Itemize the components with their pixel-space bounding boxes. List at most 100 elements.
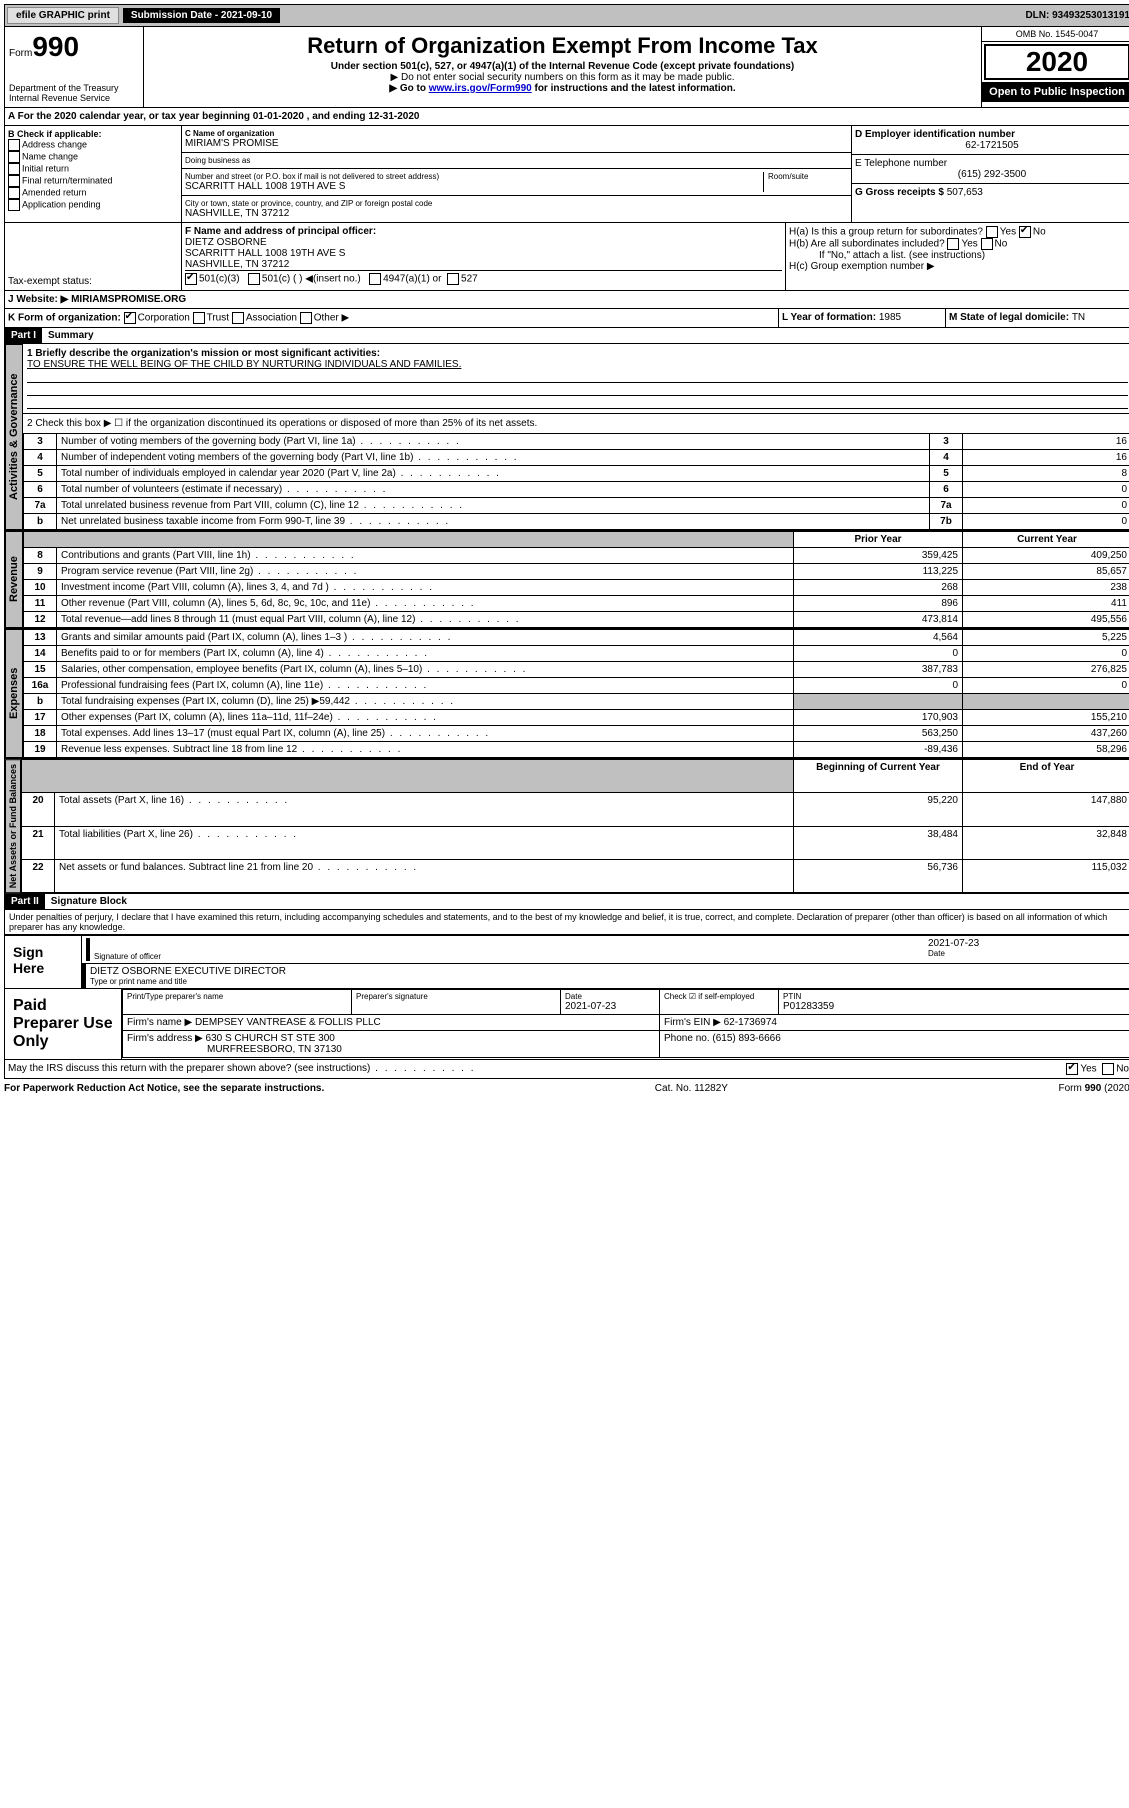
f-label: F Name and address of principal officer:: [185, 226, 782, 237]
entity-info: B Check if applicable: Address change Na…: [4, 126, 1129, 223]
line-a: A For the 2020 calendar year, or tax yea…: [4, 108, 1129, 126]
expenses-section: Expenses 13Grants and similar amounts pa…: [4, 629, 1129, 759]
sign-right: Signature of officer 2021-07-23 Date DIE…: [82, 936, 1129, 988]
opt-name: Name change: [22, 151, 78, 161]
firm-addr1: 630 S CHURCH ST STE 300: [206, 1033, 335, 1044]
revenue-table: Prior YearCurrent Year 8Contributions an…: [23, 531, 1129, 628]
no-label: No: [1116, 1064, 1129, 1075]
table-row: 14Benefits paid to or for members (Part …: [24, 646, 1129, 662]
tax-exempt-left: Tax-exempt status:: [5, 223, 182, 290]
form-subtitle: Under section 501(c), 527, or 4947(a)(1)…: [148, 61, 977, 72]
dept-treasury: Department of the Treasury Internal Reve…: [9, 83, 139, 103]
governance-table: 3Number of voting members of the governi…: [23, 433, 1129, 530]
check-amended[interactable]: [8, 187, 20, 199]
officer-typed: DIETZ OSBORNE EXECUTIVE DIRECTOR Type or…: [82, 964, 1129, 988]
opt-other: Other ▶: [314, 313, 349, 324]
e-label: E Telephone number: [855, 158, 1129, 169]
dln: DLN: 93493253013191: [1025, 10, 1129, 21]
check-501c[interactable]: [248, 273, 260, 285]
footer: For Paperwork Reduction Act Notice, see …: [4, 1079, 1129, 1098]
note-link: ▶ Go to www.irs.gov/Form990 for instruct…: [148, 83, 977, 94]
officer-row: Tax-exempt status: F Name and address of…: [4, 223, 1129, 291]
hb-text: H(b) Are all subordinates included?: [789, 239, 945, 250]
check-initial[interactable]: [8, 163, 20, 175]
irs-link[interactable]: www.irs.gov/Form990: [429, 83, 532, 94]
header: Form990 Department of the Treasury Inter…: [4, 27, 1129, 108]
check-assoc[interactable]: [232, 312, 244, 324]
line2-text: 2 Check this box ▶ ☐ if the organization…: [23, 414, 1129, 433]
note-ssn: ▶ Do not enter social security numbers o…: [148, 72, 977, 83]
ha-row: H(a) Is this a group return for subordin…: [789, 226, 1129, 238]
hb-no[interactable]: [981, 238, 993, 250]
table-row: 6Total number of volunteers (estimate if…: [24, 482, 1129, 498]
check-address[interactable]: [8, 139, 20, 151]
table-row: 11Other revenue (Part VIII, column (A), …: [24, 596, 1129, 612]
footer-year: 2020: [1107, 1083, 1129, 1094]
note2-pre: ▶ Go to: [389, 83, 428, 94]
check-other[interactable]: [300, 312, 312, 324]
opt-corp: Corporation: [138, 313, 190, 324]
efile-button[interactable]: efile GRAPHIC print: [7, 7, 119, 24]
opt-final: Final return/terminated: [22, 175, 113, 185]
firm-ein: 62-1736974: [724, 1017, 777, 1028]
top-bar: efile GRAPHIC print Submission Date - 20…: [4, 4, 1129, 27]
part2-num: Part II: [5, 894, 45, 909]
check-pending[interactable]: [8, 199, 20, 211]
hb-row: H(b) Are all subordinates included? Yes …: [789, 238, 1129, 250]
table-row: 7aTotal unrelated business revenue from …: [24, 498, 1129, 514]
prep-date-label: Date: [565, 992, 655, 1001]
j-label: J Website: ▶: [8, 294, 68, 305]
discuss-no[interactable]: [1102, 1063, 1114, 1075]
check-final[interactable]: [8, 175, 20, 187]
yes-label: Yes: [1080, 1064, 1096, 1075]
ptin: P01283359: [783, 1001, 1127, 1012]
ha-no[interactable]: [1019, 226, 1031, 238]
check-corp[interactable]: [124, 312, 136, 324]
sig-officer-line: Signature of officer 2021-07-23 Date: [82, 936, 1129, 964]
sign-here-section: Sign Here Signature of officer 2021-07-2…: [4, 935, 1129, 989]
submission-label: Submission Date -: [131, 10, 221, 21]
line-k: K Form of organization: Corporation Trus…: [4, 309, 1129, 328]
hb-yes[interactable]: [947, 238, 959, 250]
opt-address: Address change: [22, 139, 87, 149]
netassets-section: Net Assets or Fund Balances Beginning of…: [4, 759, 1129, 894]
check-4947[interactable]: [369, 273, 381, 285]
tax-year: 2020: [984, 44, 1129, 80]
paid-right: Print/Type preparer's name Preparer's si…: [122, 989, 1129, 1059]
firm-ein-label: Firm's EIN ▶: [664, 1017, 721, 1028]
discuss-row: May the IRS discuss this return with the…: [4, 1060, 1129, 1079]
check-527[interactable]: [447, 273, 459, 285]
line-j: J Website: ▶ MIRIAMSPROMISE.ORG: [4, 291, 1129, 309]
part1-header: Part I Summary: [4, 328, 1129, 344]
firm-name: DEMPSEY VANTREASE & FOLLIS PLLC: [195, 1017, 381, 1028]
part1-title: Summary: [42, 328, 100, 343]
check-name[interactable]: [8, 151, 20, 163]
city-label: City or town, state or province, country…: [185, 199, 848, 208]
date-label: Date: [928, 949, 1128, 958]
vtab-expenses: Expenses: [5, 629, 23, 758]
check-501c3[interactable]: [185, 273, 197, 285]
box-b-title: B Check if applicable:: [8, 129, 178, 139]
submission-date: Submission Date - 2021-09-10: [123, 8, 280, 23]
hc-text: H(c) Group exemption number ▶: [789, 261, 1129, 272]
part2-title: Signature Block: [45, 894, 133, 909]
check-trust[interactable]: [193, 312, 205, 324]
opt-501c: 501(c) ( ) ◀(insert no.): [262, 274, 361, 285]
opt-amended: Amended return: [22, 187, 87, 197]
table-row: 15Salaries, other compensation, employee…: [24, 662, 1129, 678]
discuss-yes[interactable]: [1066, 1063, 1078, 1075]
mission-text: TO ENSURE THE WELL BEING OF THE CHILD BY…: [27, 359, 1128, 370]
k-label: K Form of organization:: [8, 313, 121, 324]
vtab-net: Net Assets or Fund Balances: [5, 759, 21, 893]
opt-501c3: 501(c)(3): [199, 274, 240, 285]
revenue-section: Revenue Prior YearCurrent Year 8Contribu…: [4, 531, 1129, 629]
dln-label: DLN:: [1025, 10, 1052, 21]
opt-4947: 4947(a)(1) or: [383, 274, 441, 285]
gross-receipts: 507,653: [947, 187, 983, 198]
prep-phone-label: Phone no.: [664, 1033, 712, 1044]
form-title: Return of Organization Exempt From Incom…: [148, 33, 977, 59]
box-b: B Check if applicable: Address change Na…: [5, 126, 182, 222]
ha-yes[interactable]: [986, 226, 998, 238]
prep-name-label: Print/Type preparer's name: [127, 992, 347, 1001]
submission-value: 2021-09-10: [221, 10, 272, 21]
